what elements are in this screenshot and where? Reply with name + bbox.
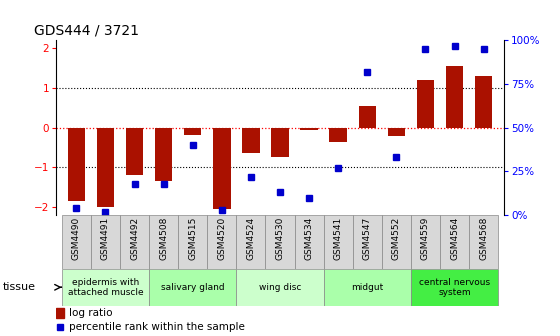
Bar [120, 215, 149, 269]
Text: GSM4547: GSM4547 [363, 217, 372, 260]
Bar [56, 308, 64, 318]
Text: percentile rank within the sample: percentile rank within the sample [69, 322, 245, 332]
Bar [411, 269, 498, 306]
Bar [324, 269, 411, 306]
Text: GSM4490: GSM4490 [72, 217, 81, 260]
Bar [475, 76, 492, 128]
Text: GSM4492: GSM4492 [130, 217, 139, 260]
Bar [155, 128, 172, 181]
Bar [62, 269, 149, 306]
Bar [271, 128, 289, 158]
Bar [358, 106, 376, 128]
Bar [265, 215, 295, 269]
Text: tissue: tissue [3, 282, 36, 292]
Text: central nervous
system: central nervous system [419, 278, 490, 297]
Bar [382, 215, 411, 269]
Bar [213, 128, 231, 209]
Text: GSM4564: GSM4564 [450, 217, 459, 260]
Bar [62, 215, 91, 269]
Text: GSM4568: GSM4568 [479, 217, 488, 260]
Text: GSM4520: GSM4520 [217, 217, 226, 260]
Bar [236, 269, 324, 306]
Bar [295, 215, 324, 269]
Bar [440, 215, 469, 269]
Text: GSM4534: GSM4534 [305, 217, 314, 260]
Bar [149, 215, 178, 269]
Bar [388, 128, 405, 136]
Bar [329, 128, 347, 141]
Bar [91, 215, 120, 269]
Text: salivary gland: salivary gland [161, 283, 225, 292]
Text: GSM4491: GSM4491 [101, 217, 110, 260]
Text: GSM4515: GSM4515 [188, 217, 197, 260]
Bar [446, 66, 463, 128]
Bar [353, 215, 382, 269]
Bar [126, 128, 143, 175]
Text: GSM4552: GSM4552 [392, 217, 401, 260]
Bar [68, 128, 85, 201]
Bar [411, 215, 440, 269]
Bar [178, 215, 207, 269]
Text: GSM4541: GSM4541 [334, 217, 343, 260]
Text: GDS444 / 3721: GDS444 / 3721 [34, 24, 138, 38]
Text: wing disc: wing disc [259, 283, 301, 292]
Bar [300, 128, 318, 130]
Bar [469, 215, 498, 269]
Text: GSM4524: GSM4524 [246, 217, 255, 260]
Bar [417, 80, 434, 128]
Text: epidermis with
attached muscle: epidermis with attached muscle [68, 278, 143, 297]
Bar [242, 128, 260, 154]
Bar [324, 215, 353, 269]
Text: GSM4530: GSM4530 [276, 217, 284, 260]
Bar [184, 128, 202, 135]
Bar [236, 215, 265, 269]
Text: log ratio: log ratio [69, 308, 113, 318]
Text: GSM4559: GSM4559 [421, 217, 430, 260]
Bar [97, 128, 114, 207]
Text: GSM4508: GSM4508 [159, 217, 168, 260]
Text: midgut: midgut [351, 283, 384, 292]
Bar [149, 269, 236, 306]
Bar [207, 215, 236, 269]
